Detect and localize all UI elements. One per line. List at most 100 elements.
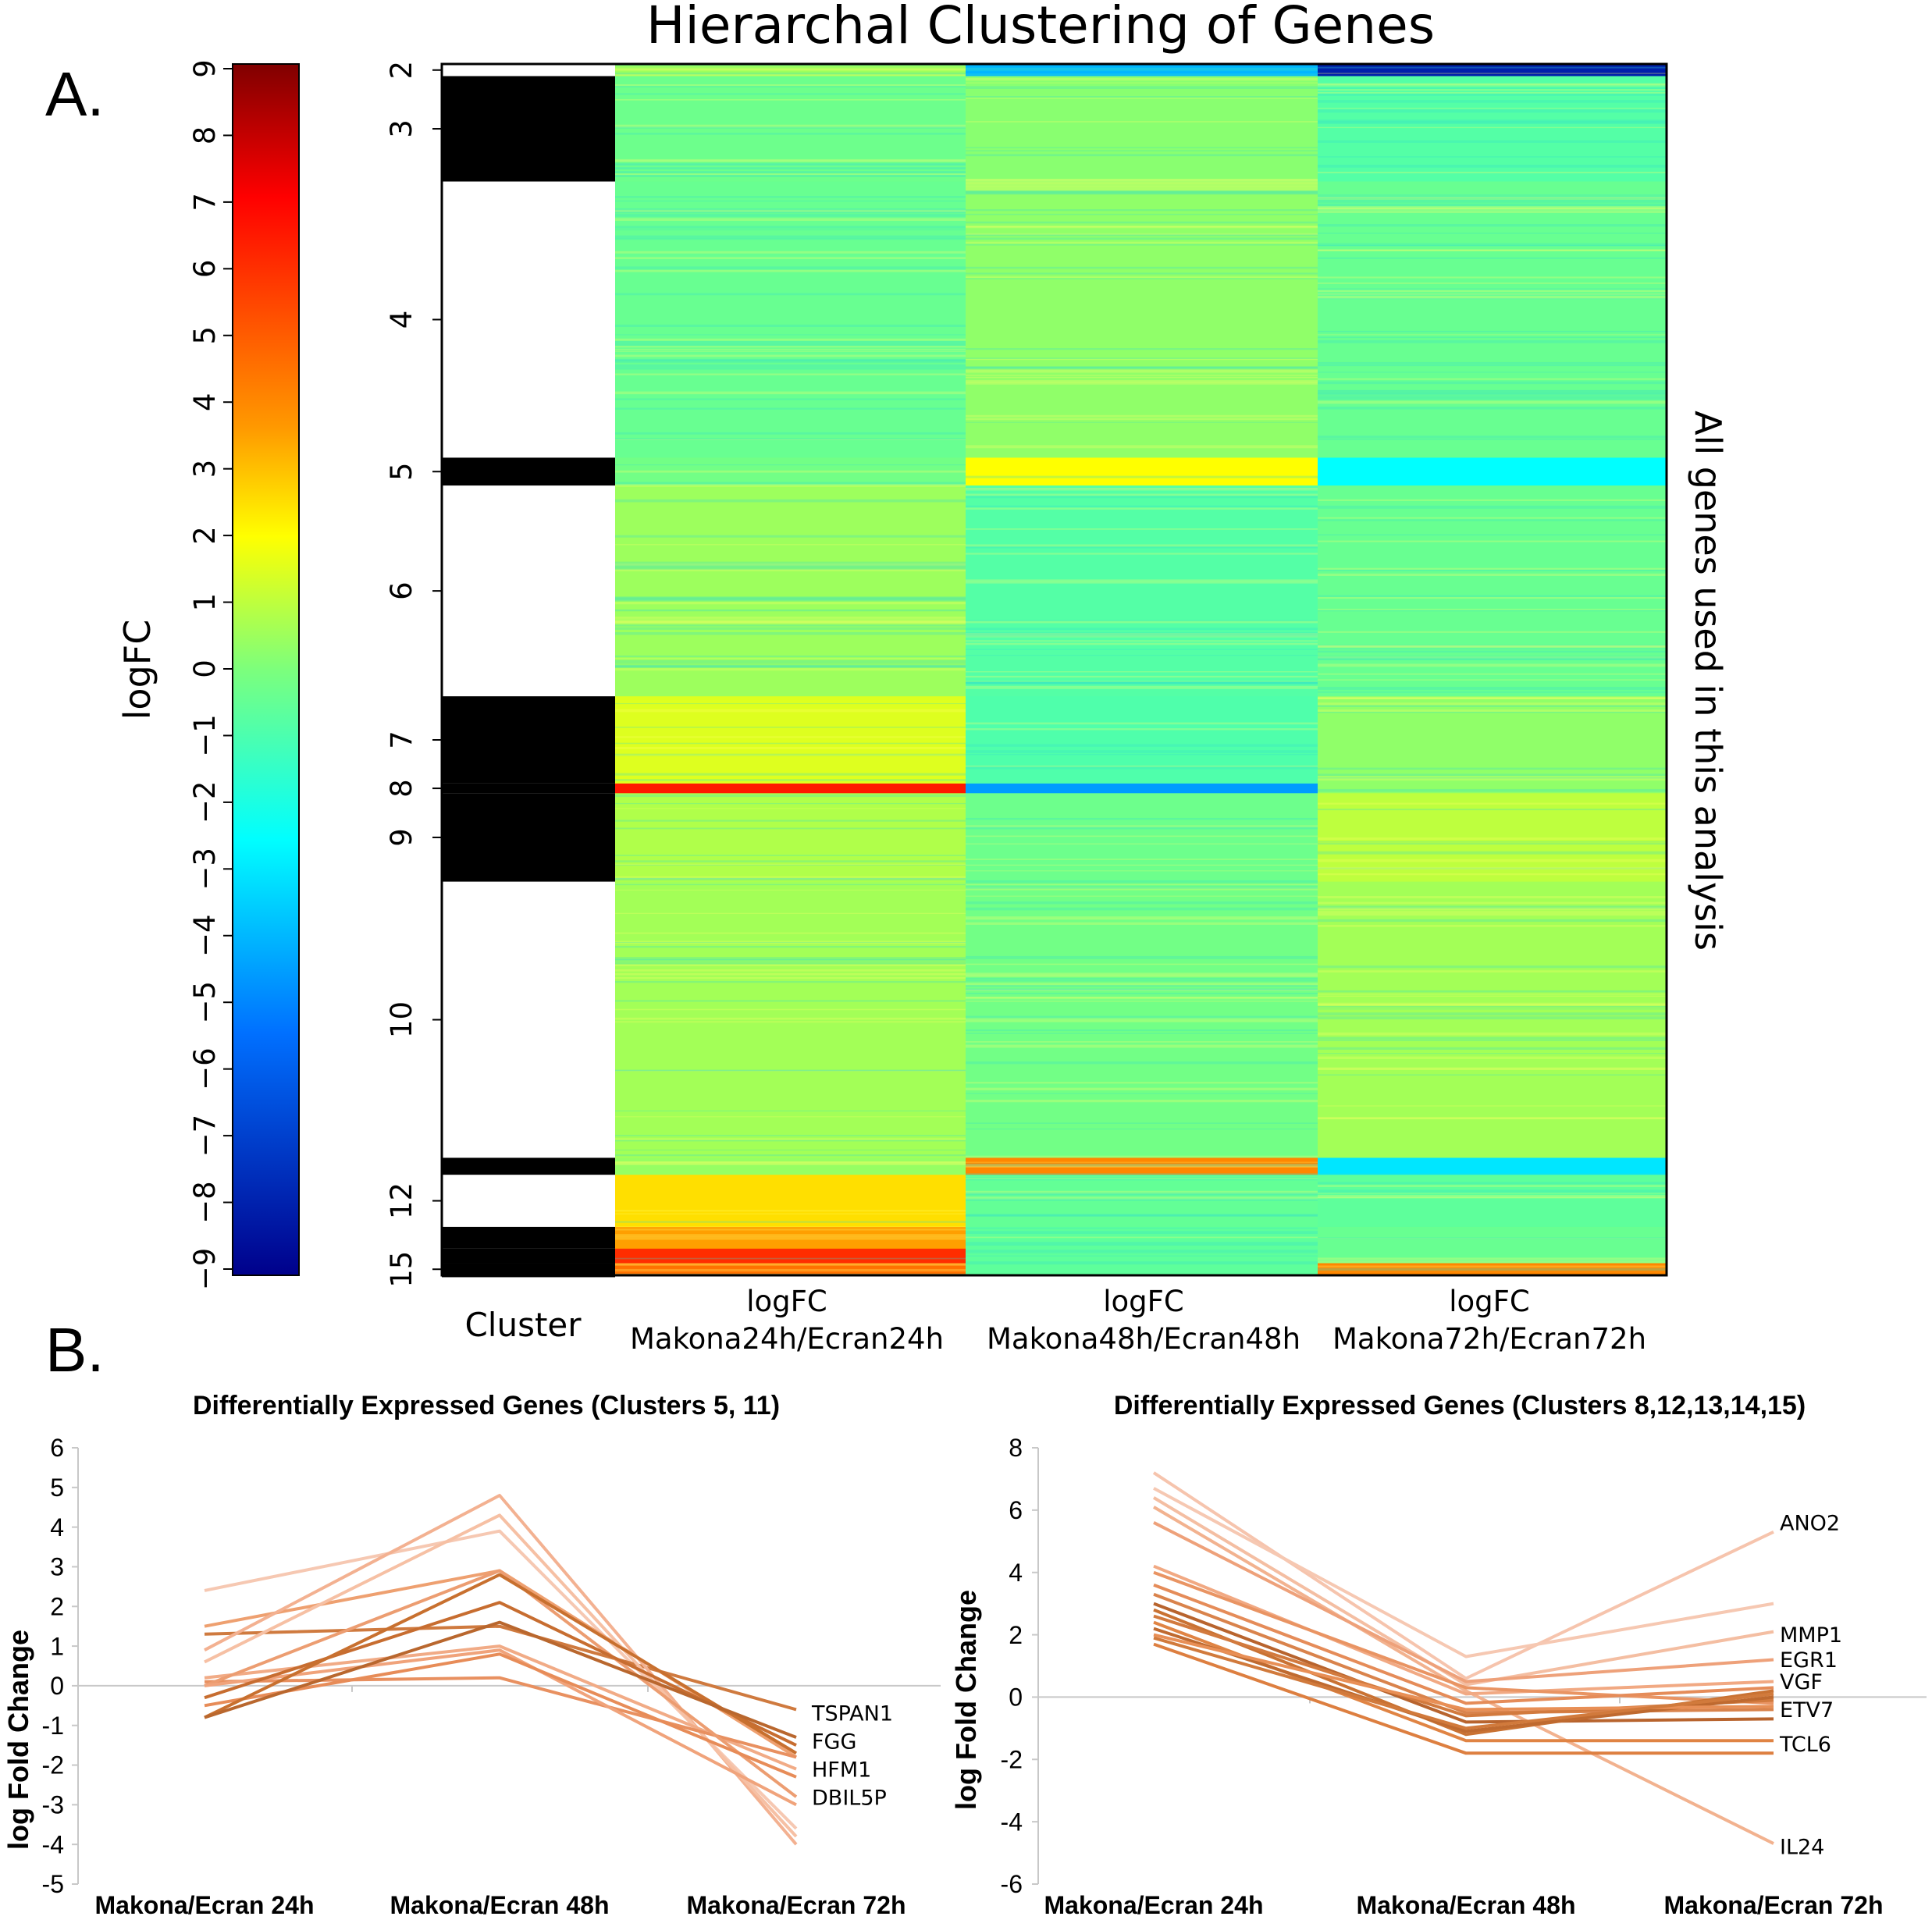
heatmap-row-stripe bbox=[615, 598, 966, 602]
heatmap-row-stripe bbox=[615, 1069, 966, 1072]
y-tick-label: 6 bbox=[1009, 1496, 1023, 1524]
heatmap-row-stripe bbox=[615, 1161, 966, 1164]
heatmap-row-stripe bbox=[966, 233, 1318, 235]
heatmap-row-stripe bbox=[966, 1093, 1318, 1094]
heatmap-row-stripe bbox=[1318, 381, 1667, 385]
heatmap-row-stripe bbox=[1318, 389, 1667, 392]
heatmap-row-stripe bbox=[966, 187, 1318, 191]
x-category-label: Makona/Ecran 72h bbox=[1664, 1891, 1884, 1919]
heatmap-row-stripe bbox=[1318, 364, 1667, 367]
heatmap-row-stripe bbox=[966, 190, 1318, 192]
cluster-ticks: 2 3 4 5 6 7 8 9 10 12 15 bbox=[385, 61, 442, 1288]
heatmap-row-stripe bbox=[615, 350, 966, 352]
heatmap-row-stripe bbox=[615, 569, 966, 572]
heatmap-row-stripe bbox=[615, 889, 966, 891]
heatmap-row-stripe bbox=[1318, 773, 1667, 776]
gene-series-line bbox=[1153, 1564, 1774, 1696]
heatmap-row-stripe bbox=[966, 635, 1318, 638]
heatmap-row-stripe bbox=[615, 1236, 966, 1240]
heatmap-row-stripe bbox=[615, 407, 966, 410]
heatmap-row-stripe bbox=[615, 709, 966, 713]
y-tick-label: -6 bbox=[1001, 1870, 1023, 1898]
heatmap-cell-cluster-10-col-2 bbox=[966, 881, 1318, 1158]
heatmap-row-stripe bbox=[966, 1122, 1318, 1124]
heatmap-row-stripe bbox=[1318, 243, 1667, 246]
heatmap-row-stripe bbox=[966, 209, 1318, 212]
heatmap-row-stripe bbox=[1318, 1006, 1667, 1008]
heatmap-row-stripe bbox=[966, 1244, 1318, 1246]
heatmap-row-stripe bbox=[966, 266, 1318, 269]
heatmap-row-stripe bbox=[615, 364, 966, 368]
gene-series-line bbox=[204, 1644, 797, 1771]
heatmap-row-stripe bbox=[1318, 397, 1667, 400]
heatmap-row-stripe bbox=[1318, 673, 1667, 675]
heatmap-row-stripe bbox=[966, 82, 1318, 84]
heatmap-row-stripe bbox=[1318, 1016, 1667, 1020]
heatmap-row-stripe bbox=[1318, 330, 1667, 332]
heatmap-cell-cluster-12-col-3 bbox=[1318, 1175, 1667, 1228]
heatmap-cell-cluster-14-col-3 bbox=[1318, 1248, 1667, 1264]
heatmap-row-stripe bbox=[615, 1257, 966, 1260]
heatmap-row-stripe bbox=[615, 293, 966, 296]
heatmap-cell-cluster-12-col-1 bbox=[615, 1175, 966, 1228]
heatmap-row-stripe bbox=[615, 354, 966, 357]
heatmap-row-stripe bbox=[966, 488, 1318, 490]
heatmap-row-stripe bbox=[615, 820, 966, 822]
heatmap-row-stripe bbox=[615, 341, 966, 343]
heatmap-row-stripe bbox=[966, 1100, 1318, 1103]
heatmap-row-stripe bbox=[615, 794, 966, 798]
gene-series-line bbox=[1153, 1521, 1774, 1683]
cluster-band-7 bbox=[442, 696, 615, 784]
colorbar-tick-label: 4 bbox=[188, 393, 222, 411]
heatmap-row-stripe bbox=[615, 209, 966, 212]
heatmap-row-stripe bbox=[1318, 165, 1667, 168]
heatmap-row-stripe bbox=[615, 1070, 966, 1072]
x-category-label: Makona/Ecran 24h bbox=[1044, 1891, 1264, 1919]
heatmap-row-stripe bbox=[615, 124, 966, 128]
heatmap-row-stripe bbox=[615, 1154, 966, 1157]
y-tick-label: 3 bbox=[50, 1553, 64, 1581]
colorbar-label: logFC bbox=[116, 620, 158, 720]
heatmap-row-stripe bbox=[966, 1029, 1318, 1032]
heatmap-row-stripe bbox=[1318, 911, 1667, 913]
heatmap-row-stripe bbox=[615, 162, 966, 165]
heatmap-row-stripe bbox=[966, 496, 1318, 499]
heatmap-row-stripe bbox=[966, 649, 1318, 650]
heatmap-row-stripe bbox=[1318, 1105, 1667, 1107]
heatmap-row-stripe bbox=[966, 357, 1318, 359]
heatmap-row-stripe bbox=[966, 507, 1318, 510]
heatmap-row-stripe bbox=[1318, 519, 1667, 521]
line-chart-2-title: Differentially Expressed Genes (Clusters… bbox=[1114, 1391, 1806, 1420]
heatmap-row-stripe bbox=[1318, 282, 1667, 284]
column-label-24h-line2: Makona24h/Ecran24h bbox=[630, 1322, 944, 1356]
heatmap-row-stripe bbox=[615, 535, 966, 538]
heatmap-row-stripe bbox=[1318, 1004, 1667, 1006]
heatmap-row-stripe bbox=[966, 553, 1318, 555]
cluster-band-11 bbox=[442, 1157, 615, 1175]
heatmap-row-stripe bbox=[1318, 438, 1667, 440]
heatmap-cell-cluster-6-col-1 bbox=[615, 485, 966, 697]
heatmap-row-stripe bbox=[1318, 1173, 1667, 1175]
heatmap-row-stripe bbox=[966, 366, 1318, 370]
heatmap-row-stripe bbox=[966, 1164, 1318, 1168]
heatmap-row-stripe bbox=[615, 218, 966, 222]
heatmap-row-stripe bbox=[966, 887, 1318, 891]
heatmap-row-stripe bbox=[615, 1234, 966, 1237]
heatmap-row-stripe bbox=[966, 179, 1318, 181]
heatmap-row-stripe bbox=[615, 1221, 966, 1223]
heatmap-row-stripe bbox=[615, 1163, 966, 1165]
heatmap-row-stripe bbox=[966, 96, 1318, 98]
heatmap-row-stripe bbox=[1318, 709, 1667, 713]
heatmap-row-stripe bbox=[615, 753, 966, 756]
heatmap-row-stripe bbox=[966, 640, 1318, 642]
heatmap-row-stripe bbox=[1318, 841, 1667, 843]
heatmap-cell-cluster-4-col-3 bbox=[1318, 181, 1667, 458]
heatmap-row-stripe bbox=[615, 226, 966, 229]
heatmap-row-stripe bbox=[615, 68, 966, 71]
heatmap-row-stripe bbox=[615, 398, 966, 400]
heatmap-row-stripe bbox=[966, 685, 1318, 689]
heatmap-row-stripe bbox=[1318, 925, 1667, 927]
heatmap-row-stripe bbox=[1318, 407, 1667, 410]
heatmap-row-stripe bbox=[615, 346, 966, 348]
heatmap-row-stripe bbox=[615, 736, 966, 738]
